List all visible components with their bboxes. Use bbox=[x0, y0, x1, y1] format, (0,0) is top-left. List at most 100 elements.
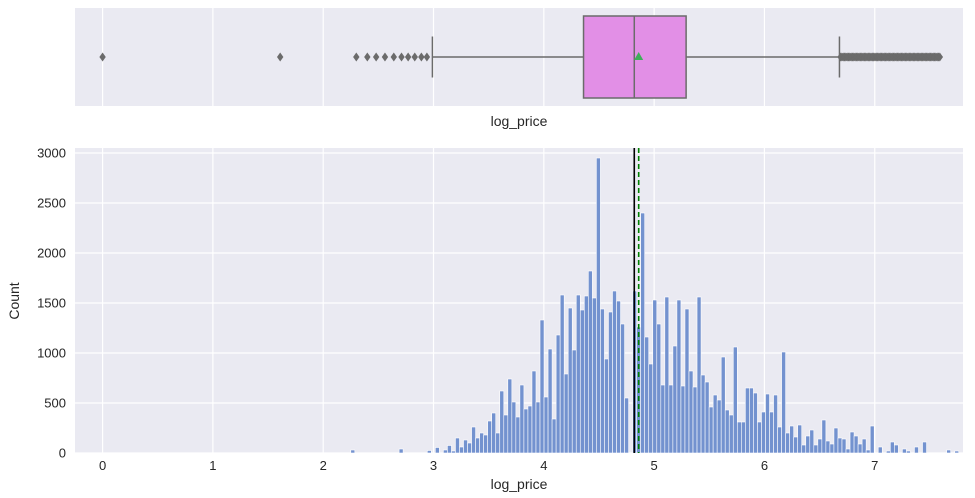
y-tick-label: 2000 bbox=[37, 246, 66, 261]
histogram-bar bbox=[954, 450, 960, 454]
histogram-bar bbox=[584, 295, 589, 454]
histogram-bar bbox=[865, 449, 871, 454]
histogram-bar bbox=[857, 443, 863, 454]
x-tick-label: 0 bbox=[99, 458, 106, 473]
histogram-bar bbox=[680, 385, 686, 454]
y-tick-label: 1500 bbox=[37, 296, 66, 311]
histogram-bar bbox=[459, 446, 464, 454]
histogram-bar bbox=[455, 437, 460, 454]
histogram-bar bbox=[426, 450, 432, 454]
histogram-bar bbox=[592, 297, 597, 454]
histogram-bar bbox=[869, 425, 875, 454]
histogram-bar bbox=[644, 336, 650, 454]
histogram-bar bbox=[575, 294, 581, 454]
histogram-bar bbox=[741, 421, 746, 454]
histogram-bar bbox=[350, 449, 356, 454]
histogram-bar bbox=[745, 387, 750, 454]
histogram-bar bbox=[692, 386, 698, 454]
histogram-bar bbox=[732, 346, 738, 454]
histogram-bar bbox=[547, 348, 553, 454]
histogram-bar bbox=[761, 411, 766, 454]
histogram-bar bbox=[543, 396, 549, 454]
histogram-bar bbox=[841, 438, 847, 454]
histogram-bar bbox=[765, 393, 770, 454]
histogram-bar bbox=[656, 323, 662, 454]
histogram-bar bbox=[596, 157, 601, 454]
histogram-bar bbox=[672, 345, 678, 454]
histogram-bar bbox=[696, 296, 702, 454]
histogram-bar bbox=[906, 450, 911, 454]
histogram-bar bbox=[797, 424, 803, 454]
histogram-bar bbox=[853, 435, 859, 454]
histogram-bar bbox=[567, 307, 573, 454]
histogram-bar bbox=[813, 444, 819, 454]
outlier-point bbox=[390, 52, 397, 62]
histogram-bar bbox=[503, 414, 509, 454]
outlier-point bbox=[372, 52, 380, 62]
y-tick-label: 0 bbox=[59, 446, 66, 461]
histogram-bar bbox=[652, 299, 658, 454]
histogram-bar bbox=[579, 309, 585, 454]
histogram-bar bbox=[435, 447, 440, 454]
boxplot-panel: log_price bbox=[75, 8, 963, 129]
x-tick-label: 6 bbox=[761, 458, 768, 473]
histogram-bar bbox=[894, 444, 899, 454]
histogram-bar bbox=[737, 421, 742, 454]
histogram-bar bbox=[600, 308, 605, 454]
histogram-bar bbox=[539, 319, 545, 454]
histogram-bar bbox=[604, 358, 609, 454]
histogram-bar bbox=[664, 296, 670, 454]
x-tick-label: 1 bbox=[209, 458, 216, 473]
histogram-bar bbox=[523, 408, 529, 454]
histogram-bar bbox=[612, 290, 617, 454]
histogram-bar bbox=[801, 444, 807, 454]
x-tick-label: 7 bbox=[871, 458, 878, 473]
histogram-bar bbox=[443, 449, 448, 454]
histogram-bar bbox=[499, 390, 505, 454]
histogram-bar bbox=[555, 334, 561, 454]
box-mean-marker bbox=[634, 52, 644, 60]
histogram-bar bbox=[447, 445, 452, 454]
histogram-bar bbox=[479, 432, 484, 454]
histogram-reference-lines bbox=[633, 148, 640, 453]
histogram-bar bbox=[716, 399, 722, 454]
histogram-bar bbox=[724, 409, 730, 454]
histogram-bar bbox=[861, 438, 867, 454]
outlier-point bbox=[411, 52, 418, 62]
histogram-bar bbox=[708, 406, 714, 454]
histogram-bar bbox=[821, 419, 827, 454]
histogram-bar bbox=[712, 394, 718, 454]
histogram-bar bbox=[793, 436, 798, 454]
histogram-bar bbox=[785, 432, 790, 454]
y-tick-label: 500 bbox=[44, 396, 66, 411]
histogram-bar bbox=[511, 401, 517, 454]
histogram-bar bbox=[463, 439, 468, 454]
histogram-bar bbox=[890, 441, 895, 454]
histogram-bar bbox=[684, 308, 690, 454]
boxplot-xlabel: log_price bbox=[491, 113, 548, 129]
histogram-bar bbox=[527, 405, 533, 454]
histogram-bar bbox=[491, 412, 497, 454]
histogram-bar bbox=[914, 446, 919, 454]
histogram-y-tick-labels: 0 500 1000 1500 2000 2500 3000 bbox=[37, 146, 66, 461]
histogram-bar bbox=[849, 431, 855, 454]
histogram-bar bbox=[700, 374, 706, 454]
histogram-bar bbox=[829, 443, 835, 454]
outlier-point bbox=[936, 52, 944, 62]
histogram-bar bbox=[885, 450, 891, 454]
histogram-bar bbox=[608, 311, 613, 454]
histogram-bar bbox=[471, 426, 476, 454]
histogram-bar bbox=[551, 418, 557, 454]
histogram-bar bbox=[789, 425, 794, 454]
histogram-bar bbox=[451, 450, 456, 454]
histogram-bar bbox=[483, 434, 488, 454]
y-tick-label: 2500 bbox=[37, 196, 66, 211]
outlier-point bbox=[276, 52, 284, 62]
histogram-bar bbox=[704, 381, 710, 454]
histogram-bar bbox=[535, 401, 541, 454]
histogram-bar bbox=[753, 392, 758, 454]
histogram-bar bbox=[728, 414, 734, 454]
histogram-bar bbox=[781, 351, 786, 454]
histogram-bar bbox=[519, 384, 525, 454]
histogram-bar bbox=[495, 432, 501, 454]
